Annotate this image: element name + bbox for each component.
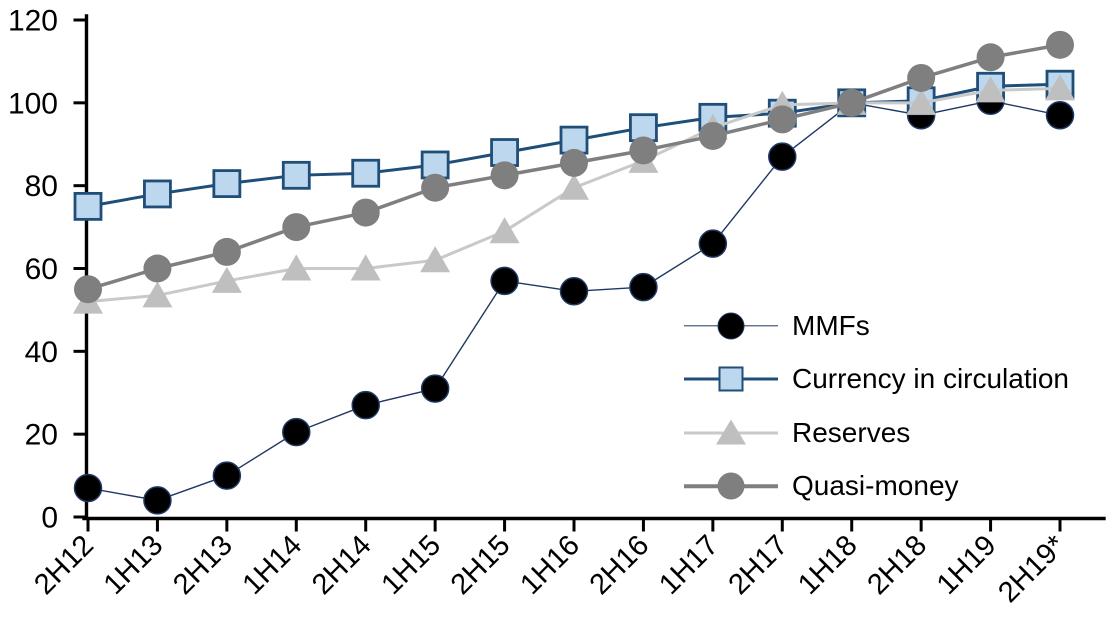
series-reserves-marker [1045, 74, 1075, 101]
series-mmfs-marker [629, 272, 658, 302]
series-mmfs-marker [768, 142, 797, 171]
series-reserves-marker [350, 254, 381, 281]
series-quasi-money-marker [560, 148, 588, 177]
series-quasi-money-marker [351, 198, 380, 227]
series-currency-in-circulation-marker [629, 113, 658, 143]
series-mmfs-marker [351, 390, 380, 420]
legend-item-mmfs: MMFs [684, 299, 1069, 353]
quasi-money-line-marker-icon [684, 469, 778, 503]
series-currency-in-circulation-marker [490, 138, 519, 167]
x-axis-label: 1H15 [375, 529, 447, 601]
series-reserves-marker [420, 246, 451, 273]
series-quasi-money-marker [421, 173, 450, 202]
y-axis-label: 120 [8, 5, 58, 38]
series-mmfs-marker [282, 417, 311, 447]
x-axis-label: 2H13 [167, 529, 239, 601]
legend-label-mmfs: MMFs [792, 309, 870, 341]
series-quasi-money-marker [143, 254, 172, 283]
series-currency-in-circulation-marker [143, 179, 172, 209]
x-axis-label: 2H15 [445, 529, 517, 601]
series-reserves-marker [281, 254, 312, 281]
series-mmfs-marker [490, 266, 519, 296]
series-reserves-marker [489, 217, 520, 244]
currency-line-marker-icon [684, 362, 778, 396]
x-axis-label: 2H18 [861, 529, 933, 601]
legend-item-quasi-money: Quasi-money [684, 460, 1069, 514]
series-quasi-money-marker [1046, 30, 1074, 59]
series-reserves-marker [142, 281, 173, 308]
x-axis-label: 1H17 [653, 529, 725, 601]
y-axis-label: 20 [25, 419, 58, 452]
series-mmfs-marker [420, 374, 450, 403]
series-reserves-marker [975, 76, 1006, 103]
x-axis-label: 1H16 [514, 529, 586, 601]
legend-label-currency: Currency in circulation [792, 363, 1069, 395]
x-axis-label: 2H16 [584, 529, 656, 601]
series-currency-in-circulation-marker [73, 191, 103, 221]
series-quasi-money-marker [907, 63, 936, 92]
series-mmfs-marker [143, 486, 172, 515]
series-quasi-money-marker [768, 105, 797, 134]
series-currency-in-circulation-marker [351, 158, 381, 188]
series-currency-in-circulation-marker [281, 160, 311, 190]
x-axis-label: 2H17 [723, 529, 795, 601]
x-axis-label: 1H18 [792, 529, 864, 601]
legend-item-currency: Currency in circulation [684, 353, 1069, 407]
y-axis-label: 100 [8, 87, 58, 120]
series-reserves-marker [906, 88, 937, 115]
x-axis-label: 1H13 [98, 529, 170, 601]
series-quasi-money-marker [629, 136, 658, 165]
series-currency-in-circulation-marker [212, 169, 242, 198]
x-axis-label: 2H14 [306, 529, 378, 601]
series-mmfs-marker [559, 277, 589, 306]
series-mmfs-marker [1045, 101, 1075, 130]
series-reserves-marker [559, 173, 589, 200]
y-axis-label: 40 [25, 336, 58, 369]
series-reserves-marker [211, 266, 242, 293]
series-quasi-money-marker [698, 121, 727, 150]
chart-legend: MMFs Currency in circulation Reserves Qu… [684, 299, 1069, 513]
x-axis-label: 1H19 [931, 529, 1003, 601]
series-mmfs-marker [698, 229, 728, 258]
series-quasi-money-marker [837, 88, 866, 117]
series-quasi-money-marker [74, 275, 102, 304]
series-quasi-money-marker [490, 161, 519, 190]
legend-item-reserves: Reserves [684, 406, 1069, 460]
series-quasi-money-marker [282, 213, 311, 242]
reserves-line-marker-icon [684, 416, 778, 450]
series-quasi-money-marker [212, 237, 241, 266]
legend-label-reserves: Reserves [792, 416, 911, 448]
y-axis-label: 60 [25, 253, 58, 286]
x-axis-label: 2H12 [28, 529, 100, 601]
y-axis-label: 0 [41, 502, 58, 535]
x-axis-label: 2H19* [992, 529, 1072, 609]
y-axis-label: 80 [25, 170, 58, 203]
series-mmfs-marker [212, 461, 242, 490]
x-axis-label: 1H14 [237, 529, 309, 601]
series-quasi-money-marker [976, 43, 1005, 72]
mmfs-line-marker-icon [684, 309, 778, 343]
series-mmfs-marker [73, 473, 103, 503]
legend-label-quasi-money: Quasi-money [792, 470, 959, 502]
